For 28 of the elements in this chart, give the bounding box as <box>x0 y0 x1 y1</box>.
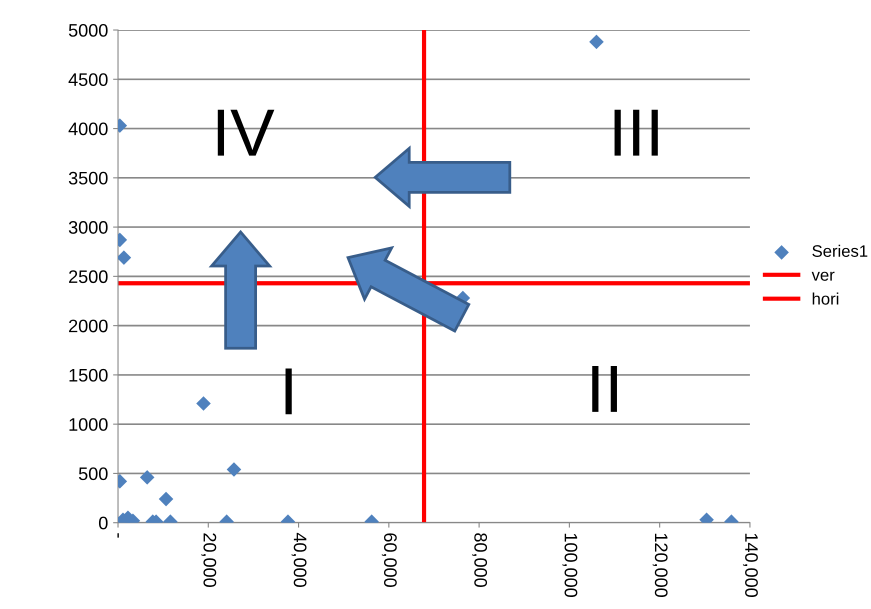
annotation: I <box>286 368 292 414</box>
point <box>589 34 604 50</box>
x-tick-label: 120,000 <box>652 534 668 597</box>
legend-label: ver <box>812 272 834 281</box>
x-tick-label: 140,000 <box>742 534 758 597</box>
x-tick-label: 100,000 <box>562 534 578 597</box>
y-tick-label: 2000 <box>69 320 108 332</box>
y-tick-label: 2500 <box>69 270 108 284</box>
legend-label: hori <box>812 292 838 305</box>
x-tick-label: 20,000 <box>201 533 216 587</box>
x-tick-label: - <box>117 533 119 538</box>
y-tick-label: 500 <box>78 467 108 480</box>
y-tick-label: 5000 <box>68 24 108 37</box>
x-tick-label: 60,000 <box>382 533 397 587</box>
y-tick-label: 1500 <box>70 368 108 382</box>
annotation: III <box>614 110 658 156</box>
y-tick-label: 3000 <box>68 221 108 234</box>
y-tick-label: 1000 <box>70 418 108 431</box>
y-tick-label: 0 <box>98 516 108 530</box>
point <box>118 250 132 265</box>
y-tick-label: 4500 <box>68 73 108 86</box>
y-tick-label: 3500 <box>68 172 108 185</box>
legend-label: Series1 <box>812 244 868 257</box>
annotation: IV <box>218 110 274 156</box>
x-tick-label: 40,000 <box>292 532 307 587</box>
y-tick-label: 4000 <box>68 122 108 136</box>
x-tick-label: 80,000 <box>472 533 488 587</box>
annotation: II <box>592 366 617 412</box>
